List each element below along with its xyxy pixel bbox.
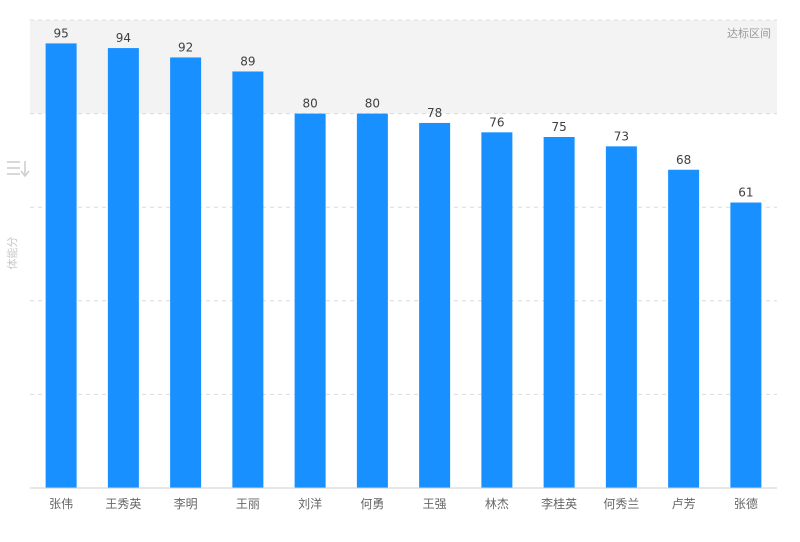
data-label: 61 [738, 186, 753, 200]
highlight-band [30, 20, 777, 114]
data-label: 80 [302, 97, 317, 111]
x-tick-label: 李明 [174, 496, 198, 511]
x-tick-label: 王秀英 [105, 497, 141, 511]
data-label: 89 [240, 54, 255, 68]
data-label: 75 [551, 120, 566, 134]
x-tick-label: 林杰 [485, 497, 509, 511]
bar[interactable] [294, 113, 326, 488]
bars [45, 43, 762, 489]
bar[interactable] [356, 113, 388, 488]
x-tick-label: 李桂英 [541, 496, 577, 511]
x-tick-label: 王强 [423, 497, 447, 511]
y-axis-title: 体能分 [5, 237, 19, 270]
bar[interactable] [543, 137, 575, 488]
highlight-band-label: 达标区间 [727, 26, 771, 40]
bar[interactable] [170, 57, 202, 488]
x-tick-label: 刘洋 [298, 496, 322, 511]
data-label: 92 [178, 40, 193, 54]
bar[interactable] [419, 122, 451, 489]
x-tick-labels: 张伟 王秀英 李明 王丽 刘洋 何勇 王强 林杰 李桂英 何秀兰 卢芳 张德 [49, 496, 758, 511]
bar[interactable] [107, 48, 139, 488]
data-label: 94 [116, 31, 131, 45]
x-tick-label: 张伟 [49, 497, 73, 511]
data-label: 68 [676, 153, 691, 167]
x-tick-label: 何秀兰 [603, 497, 639, 511]
x-tick-label: 张德 [734, 496, 758, 511]
bar[interactable] [730, 202, 762, 488]
data-label: 80 [365, 97, 380, 111]
data-label: 73 [614, 129, 629, 143]
bar[interactable] [232, 71, 264, 488]
x-tick-label: 何勇 [360, 497, 384, 511]
bar[interactable] [605, 146, 637, 489]
data-label: 95 [53, 26, 68, 40]
bar[interactable] [481, 132, 513, 488]
x-tick-label: 卢芳 [672, 496, 696, 511]
data-label: 76 [489, 115, 504, 129]
data-labels: 95 94 92 89 80 80 78 76 75 73 68 61 [53, 26, 753, 199]
bar[interactable] [668, 169, 700, 488]
bar[interactable] [45, 43, 77, 489]
x-tick-label: 王丽 [236, 497, 260, 511]
sort-descending-icon[interactable] [7, 161, 30, 178]
data-label: 78 [427, 106, 442, 120]
